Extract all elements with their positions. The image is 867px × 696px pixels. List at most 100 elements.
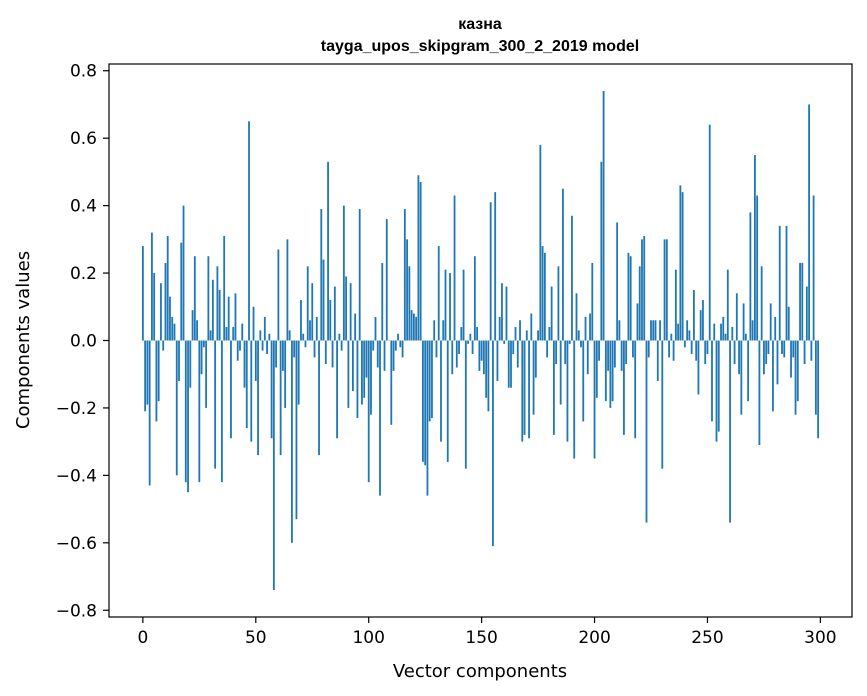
bar (347, 340, 350, 408)
bar (340, 340, 343, 351)
bar (148, 340, 151, 486)
bar (157, 340, 160, 402)
bar (593, 340, 596, 459)
x-tick-label: 50 (245, 628, 267, 648)
bar (781, 340, 783, 354)
bar (530, 313, 533, 341)
bar (641, 239, 643, 341)
bar (656, 340, 659, 381)
bar (604, 340, 607, 402)
y-tick-label: −0.2 (56, 399, 97, 419)
bar (740, 340, 743, 415)
bar (602, 90, 605, 341)
bar (683, 340, 686, 348)
bar (342, 205, 345, 341)
bar (541, 246, 544, 341)
bar (507, 340, 510, 388)
bar (810, 340, 813, 361)
bar (485, 340, 488, 398)
bar (306, 266, 309, 341)
bar (679, 185, 682, 341)
bar (440, 340, 442, 442)
bar (582, 340, 585, 422)
bar (250, 340, 253, 442)
bar (467, 340, 469, 344)
bar (672, 340, 675, 361)
bar (374, 316, 377, 341)
bar (663, 239, 666, 341)
bar (363, 340, 366, 398)
bar (774, 316, 777, 341)
bar (729, 340, 731, 523)
bar (410, 310, 413, 341)
bar (293, 340, 296, 358)
bar (817, 340, 820, 439)
bar (476, 327, 479, 341)
bar (523, 340, 526, 435)
bar (598, 340, 600, 361)
bar (532, 340, 535, 415)
bar (288, 330, 291, 341)
bar (361, 340, 363, 405)
bar (169, 296, 171, 341)
bar (792, 340, 795, 358)
bar (758, 340, 761, 446)
bar (358, 208, 361, 341)
bar (609, 340, 612, 408)
bar (636, 303, 639, 341)
bar (503, 340, 506, 344)
bar (776, 340, 779, 385)
bar (191, 310, 194, 341)
bar (747, 340, 750, 402)
y-tick-label: −0.4 (56, 466, 97, 486)
bar (760, 266, 763, 341)
bar (352, 340, 354, 392)
bar (153, 273, 156, 341)
bar (738, 340, 740, 375)
bar (726, 269, 729, 341)
bar (643, 235, 646, 341)
bars-group (141, 90, 820, 591)
y-tick-label: 0.6 (70, 129, 97, 149)
bar (408, 266, 411, 341)
bar (320, 208, 323, 341)
bar (591, 262, 594, 341)
bar (611, 340, 614, 402)
bar (794, 340, 797, 415)
x-axis-ticks: 0 50 100 150 200 250 300 (137, 617, 837, 648)
bar (372, 340, 375, 351)
bar (333, 286, 336, 341)
bar (236, 340, 239, 361)
bar (196, 320, 198, 341)
x-tick-label: 250 (691, 628, 723, 648)
bar (182, 205, 185, 341)
bar (627, 252, 630, 341)
bar (652, 320, 655, 341)
bar (625, 340, 628, 365)
bar (291, 340, 293, 543)
bar (494, 192, 497, 341)
bar (394, 340, 397, 351)
bar (444, 269, 447, 341)
bar (674, 269, 677, 341)
bar (505, 286, 508, 341)
bar (722, 316, 725, 341)
bar (668, 340, 670, 358)
bar (632, 340, 634, 358)
bar (462, 269, 465, 341)
bar (659, 320, 661, 341)
bar (401, 340, 404, 358)
bar (202, 340, 205, 348)
bar (733, 340, 736, 365)
bar (785, 225, 788, 341)
bar (586, 340, 589, 375)
bar (595, 340, 598, 398)
bar (356, 340, 359, 419)
bar (695, 340, 698, 361)
bar (270, 340, 273, 439)
bar (302, 333, 305, 341)
bar (814, 340, 817, 415)
bar (279, 340, 282, 456)
bar (392, 340, 395, 371)
